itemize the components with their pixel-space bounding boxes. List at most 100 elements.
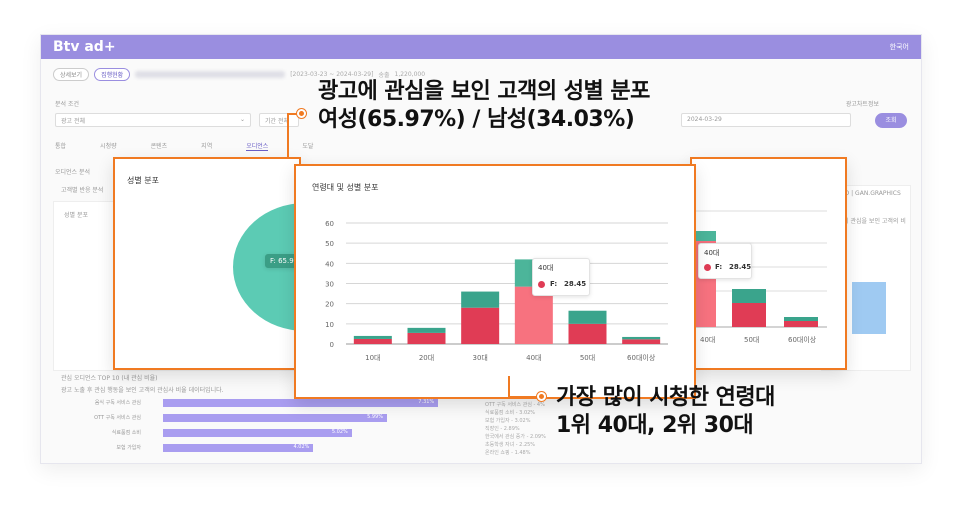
gender-panel-label: 성별 분포 xyxy=(64,212,88,219)
date-input[interactable]: 2024-03-29 xyxy=(681,113,851,127)
chart-tooltip-label: F: xyxy=(550,280,558,288)
bar-male xyxy=(461,291,500,308)
age-card-right: 40대 F: 28.45 40대 50대 60대이상 xyxy=(690,157,847,370)
chevron-down-icon: ⌄ xyxy=(239,116,245,123)
detail-pill[interactable]: 상세보기 xyxy=(53,68,90,81)
language-selector[interactable]: 한국어 xyxy=(889,43,909,51)
tab-bar: 통합 시청량 콘텐츠 지역 오디언스 도달 xyxy=(55,141,313,151)
gender-card: 성별 분포 F: 65.9 xyxy=(113,157,301,370)
rank-title: 관심 오디언스 TOP 10 (내 관심 비율) xyxy=(61,375,158,382)
condition-label: 분석 조건 xyxy=(55,101,79,108)
rank-bar: 5.02% xyxy=(163,429,352,437)
search-button[interactable]: 조회 xyxy=(875,113,907,128)
female-dot-icon xyxy=(538,281,545,288)
app-logo[interactable]: Btv ad+ xyxy=(53,39,116,55)
top-bar: Btv ad+ 한국어 xyxy=(41,35,921,59)
rank-bar: 5.99% xyxy=(163,414,387,422)
rank-value: 5.02% xyxy=(331,429,348,435)
bar-female xyxy=(622,339,661,344)
x-tick-label: 30대 xyxy=(472,354,487,362)
bottom-leader-line xyxy=(508,376,510,398)
rank-bar: 7.31% xyxy=(163,399,439,407)
bottom-callout: 가장 많이 시청한 연령대 1위 40대, 2위 30대 xyxy=(556,384,775,440)
bar-female xyxy=(568,323,607,344)
bar-female xyxy=(353,338,392,344)
rank-row: OTT 구독 서비스 관심 5.99% xyxy=(61,414,481,422)
rank-row: 식료품점 소비 5.02% xyxy=(61,429,481,437)
tab-integrated[interactable]: 통합 xyxy=(55,143,67,150)
y-tick-label: 20 xyxy=(325,301,334,309)
report-label[interactable]: 광고차트정보 xyxy=(845,101,879,108)
age-gender-chart: 0 10 20 30 40 50 60 10대 20대 30대 40대 50대 60대이상 xyxy=(325,220,668,362)
period-select[interactable]: 기간 전체 xyxy=(259,113,299,127)
bottom-callout-line2: 1위 40대, 2위 30대 xyxy=(556,413,754,438)
rank-row: 음식 구독 서비스 관심 7.31% xyxy=(61,399,481,407)
tab-region[interactable]: 지역 xyxy=(201,143,213,150)
y-tick-label: 50 xyxy=(325,240,334,248)
audience-note: 고객별 반응 분석 xyxy=(61,187,104,194)
bottom-callout-line1: 가장 많이 시청한 연령대 xyxy=(556,385,775,410)
bar-50s-f xyxy=(732,303,766,327)
bar-female xyxy=(407,332,446,344)
bar-male xyxy=(568,310,607,324)
bar-60s-f xyxy=(784,321,818,327)
ad-select[interactable]: 광고 전체 ⌄ xyxy=(55,113,251,127)
top-leader-line-h xyxy=(287,113,301,115)
right-tooltip-title: 40대 xyxy=(704,249,720,257)
y-tick-label: 40 xyxy=(325,260,334,268)
top-callout-line1: 광고에 관심을 보인 고객의 성별 분포 xyxy=(318,79,650,104)
audience-section-label: 오디언스 분석 xyxy=(55,169,91,176)
right-interest-list: OTT 구독 서비스 관심 - 4% 식료품점 소비 - 3.02% 보험 가입자 … xyxy=(485,401,546,457)
tab-content[interactable]: 콘텐츠 xyxy=(150,143,168,150)
top-callout-dot xyxy=(297,109,306,118)
status-pill[interactable]: 집행현황 xyxy=(94,68,131,81)
filter-row: 상세보기 집행현황 [2023-03-23 ~ 2024-03-29] 송출 1… xyxy=(53,68,425,81)
bar-60s-m xyxy=(784,317,818,321)
rank-bar: 4.02% xyxy=(163,444,314,452)
top-callout: 광고에 관심을 보인 고객의 성별 분포 여성(65.97%) / 남성(34.… xyxy=(318,78,650,134)
tab-reach[interactable]: 도달 xyxy=(302,143,314,150)
top-leader-line xyxy=(287,113,289,157)
ad-select-value: 광고 전체 xyxy=(61,118,85,125)
bar-female xyxy=(461,307,500,344)
rank-value: 5.99% xyxy=(367,414,383,420)
x-tick-label: 60대이상 xyxy=(627,353,656,362)
bottom-callout-dot xyxy=(537,392,546,401)
right-list-item: 초등학생 자녀 - 2.25% xyxy=(485,442,536,448)
target-value: 1,220,000 xyxy=(394,71,426,78)
y-tick-label: 30 xyxy=(325,281,334,289)
gender-card-title: 성별 분포 xyxy=(127,176,159,185)
rank-row: 보험 가입자 4.02% xyxy=(61,444,481,452)
bar-female xyxy=(514,286,553,344)
age-gender-card: 연령대 및 성별 분포 0 10 20 30 40 50 60 10대 20대 30대 40대 50대… xyxy=(294,164,696,399)
bar-40s-m xyxy=(692,231,716,241)
top-callout-line2: 여성(65.97%) / 남성(34.03%) xyxy=(318,107,635,132)
rank-label: 음식 구독 서비스 관심 xyxy=(94,400,141,406)
tab-audience[interactable]: 오디언스 xyxy=(246,143,269,151)
chart-tooltip-title: 40대 xyxy=(538,264,554,272)
right-xlabel-50: 50대 xyxy=(744,336,760,344)
right-xlabel-40: 40대 xyxy=(700,336,716,344)
bar-male xyxy=(622,336,661,340)
chart-tooltip: 40대 F: 28.45 xyxy=(532,258,590,296)
target-label: 송출 xyxy=(378,72,390,79)
side-bar xyxy=(852,282,886,334)
blurred-campaign-name xyxy=(135,71,286,78)
rank-value: 7.31% xyxy=(418,399,435,405)
chart-tooltip-value: 28.45 xyxy=(564,280,587,288)
y-tick-label: 10 xyxy=(325,321,334,329)
right-tooltip-value: 28.45 xyxy=(729,263,752,271)
rank-label: OTT 구독 서비스 관심 xyxy=(94,415,141,421)
female-dot-icon xyxy=(704,264,711,271)
tab-viewing[interactable]: 시청량 xyxy=(100,143,117,150)
rank-value: 4.02% xyxy=(293,444,310,450)
bottom-leader-line-h xyxy=(508,396,540,398)
bar-male xyxy=(407,327,446,333)
bar-50s-m xyxy=(732,289,766,303)
y-tick-label: 0 xyxy=(330,341,334,349)
right-tooltip: 40대 F: 28.45 xyxy=(698,243,752,279)
right-list-item: 온라인 쇼핑 - 1.48% xyxy=(485,450,531,456)
rank-label: 식료품점 소비 xyxy=(111,430,141,436)
right-list-item: OTT 구독 서비스 관심 - 4% xyxy=(485,402,545,408)
